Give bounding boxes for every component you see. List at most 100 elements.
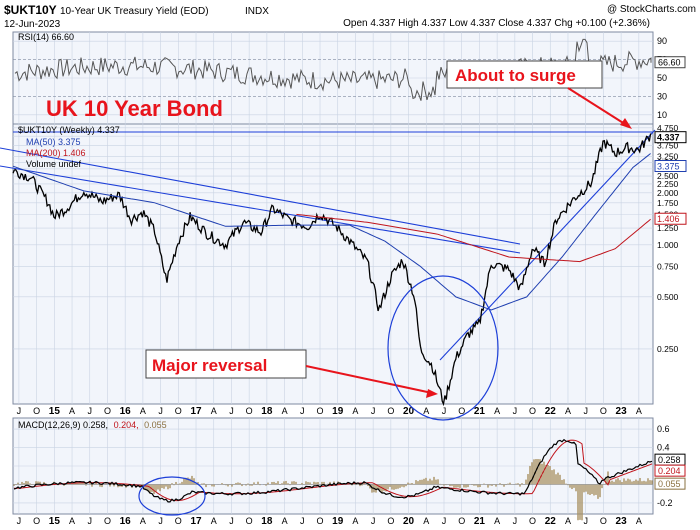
rsi-tick-label: 90 xyxy=(657,36,667,46)
x-tick-label: 23 xyxy=(616,406,628,417)
major-reversal-label: Major reversal xyxy=(152,356,267,375)
rsi-tick-label: 50 xyxy=(657,73,667,83)
ma50-line xyxy=(12,153,651,311)
macd-group xyxy=(13,438,653,521)
price-tick-label: 0.250 xyxy=(657,344,679,354)
x-tick-label: J xyxy=(88,406,93,416)
x-tick-label: 15 xyxy=(49,516,61,527)
x-tick-label: O xyxy=(529,406,536,416)
annotation-title: UK 10 Year Bond xyxy=(46,96,223,121)
x-tick-label: J xyxy=(300,406,305,416)
x-tick-label: A xyxy=(282,516,288,526)
macd-last-value: 0.204 xyxy=(658,466,681,476)
x-tick-label: J xyxy=(371,406,376,416)
about-to-surge-label: About to surge xyxy=(455,66,576,85)
x-tick-label: 16 xyxy=(120,516,132,527)
x-tick-label: A xyxy=(69,406,75,416)
x-tick-label: A xyxy=(494,516,500,526)
reversal-circle xyxy=(387,275,499,421)
ohlc-readout: Open 4.337 High 4.337 Low 4.337 Close 4.… xyxy=(343,18,650,29)
macd-signal-line xyxy=(14,439,653,502)
about-to-surge-arrow xyxy=(567,87,629,127)
x-tick-label: J xyxy=(371,516,376,526)
macd-last-value: 0.055 xyxy=(658,479,681,489)
x-tick-label: O xyxy=(458,516,465,526)
price-last-badge xyxy=(654,212,687,225)
y-axis: 907050301066.604.7504.2503.7503.2503.000… xyxy=(654,36,687,508)
rsi-legend: RSI(14) 66.60 xyxy=(18,32,74,42)
x-tick-label: O xyxy=(458,406,465,416)
x-tick-label: A xyxy=(423,516,429,526)
volume-legend: Volume undef xyxy=(26,159,82,169)
macd-legend-hist: 0.055 xyxy=(144,420,167,430)
x-tick-label: A xyxy=(282,406,288,416)
x-tick-label: A xyxy=(211,516,217,526)
rsi-last-value: 66.60 xyxy=(658,58,681,68)
x-tick-label: J xyxy=(229,516,234,526)
x-tick-label: J xyxy=(17,516,22,526)
x-tick-label: 18 xyxy=(261,516,273,527)
chart-symbol: $UKT10Y xyxy=(4,3,57,17)
price-tick-label: 1.750 xyxy=(657,198,679,208)
x-tick-label: 19 xyxy=(332,516,344,527)
x-tick-label: J xyxy=(17,406,22,416)
x-tick-label: 19 xyxy=(332,406,344,417)
x-tick-label: A xyxy=(69,516,75,526)
x-tick-label: 18 xyxy=(261,406,273,417)
price-legend: $UKT10Y (Weekly) 4.337 xyxy=(18,125,120,135)
x-tick-label: 22 xyxy=(545,406,557,417)
x-tick-label: A xyxy=(565,406,571,416)
x-tick-label: O xyxy=(104,406,111,416)
price-tick-label: 1.000 xyxy=(657,240,679,250)
x-tick-label: J xyxy=(229,406,234,416)
trendline-lower xyxy=(0,165,521,254)
x-tick-label: O xyxy=(33,406,40,416)
x-tick-label: A xyxy=(494,406,500,416)
x-tick-label: O xyxy=(317,516,324,526)
rsi-tick-label: 30 xyxy=(657,91,667,101)
x-tick-label: J xyxy=(513,406,518,416)
x-tick-label: O xyxy=(387,406,394,416)
x-tick-label: O xyxy=(175,516,182,526)
x-tick-label: J xyxy=(583,406,588,416)
x-tick-label: A xyxy=(140,406,146,416)
x-tick-label: J xyxy=(583,516,588,526)
x-tick-label: J xyxy=(88,516,93,526)
ma200-line xyxy=(296,213,651,263)
x-tick-label: A xyxy=(352,516,358,526)
macd-last-badge xyxy=(654,477,686,490)
x-tick-label: O xyxy=(246,516,253,526)
price-tick-label: 0.750 xyxy=(657,261,679,271)
price-panel xyxy=(12,123,654,405)
price-tick-label: 2.000 xyxy=(657,188,679,198)
x-tick-label: O xyxy=(104,516,111,526)
x-tick-label: A xyxy=(423,406,429,416)
x-tick-label: 17 xyxy=(190,406,202,417)
x-tick-label: 20 xyxy=(403,516,415,527)
chart-exchange: INDX xyxy=(245,6,269,17)
macd-last-badge xyxy=(654,464,686,477)
price-last-badge xyxy=(654,160,687,173)
price-last-value: 1.406 xyxy=(657,214,680,224)
macd-legend-macd: MACD(12,26,9) 0.258, xyxy=(18,420,108,430)
x-tick-label: 16 xyxy=(120,406,132,417)
x-tick-label: O xyxy=(600,406,607,416)
x-tick-label: 17 xyxy=(190,516,202,527)
chart-date: 12-Jun-2023 xyxy=(4,19,61,30)
x-tick-label: 23 xyxy=(616,516,628,527)
macd-legend: MACD(12,26,9) 0.258, 0.204, 0.055 xyxy=(18,420,167,430)
ma200-legend: MA(200) 1.406 xyxy=(26,148,86,158)
macd-tick-label: 0.4 xyxy=(657,443,670,453)
x-tick-label: J xyxy=(442,406,447,416)
macd-tick-label: 0.6 xyxy=(657,424,670,434)
price-last-badge xyxy=(654,131,687,144)
rsi-tick-label: 10 xyxy=(657,110,667,120)
x-tick-label: A xyxy=(636,516,642,526)
price-group xyxy=(0,129,656,407)
x-tick-label: A xyxy=(636,406,642,416)
price-tick-label: 3.750 xyxy=(657,141,679,151)
x-tick-label: A xyxy=(565,516,571,526)
price-tick-label: 2.500 xyxy=(657,171,679,181)
price-tick-label: 2.250 xyxy=(657,179,679,189)
